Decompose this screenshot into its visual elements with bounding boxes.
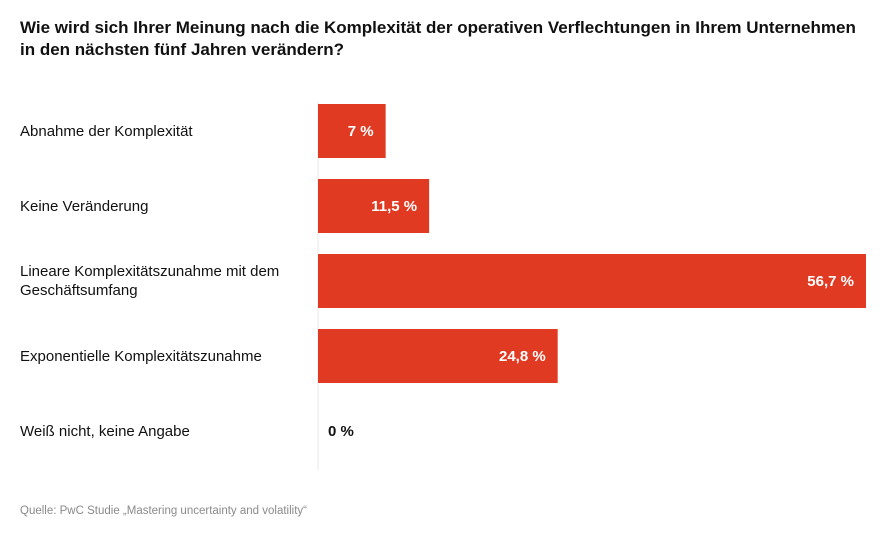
bar — [318, 329, 558, 383]
bar — [318, 254, 866, 308]
source-note: Quelle: PwC Studie „Mastering uncertaint… — [20, 505, 307, 517]
bar — [318, 179, 430, 233]
category-label: Exponentielle Komplexitätszunahme — [20, 347, 262, 365]
category-label: Keine Veränderung — [20, 197, 149, 215]
chart-title: Wie wird sich Ihrer Meinung nach die Kom… — [20, 18, 856, 59]
bar-value-label: 0 % — [328, 423, 354, 440]
category-label: Lineare Komplexitätszunahme mit dem Gesc… — [20, 263, 280, 299]
bar — [318, 104, 386, 158]
category-label: Weiß nicht, keine Angabe — [20, 422, 190, 440]
bar-value-label: 56,7 % — [807, 273, 854, 290]
category-label: Abnahme der Komplexität — [20, 122, 193, 140]
bar-value-label: 11,5 % — [371, 198, 417, 215]
bar-value-label: 24,8 % — [499, 348, 546, 365]
bar-value-label: 7 % — [348, 123, 374, 140]
